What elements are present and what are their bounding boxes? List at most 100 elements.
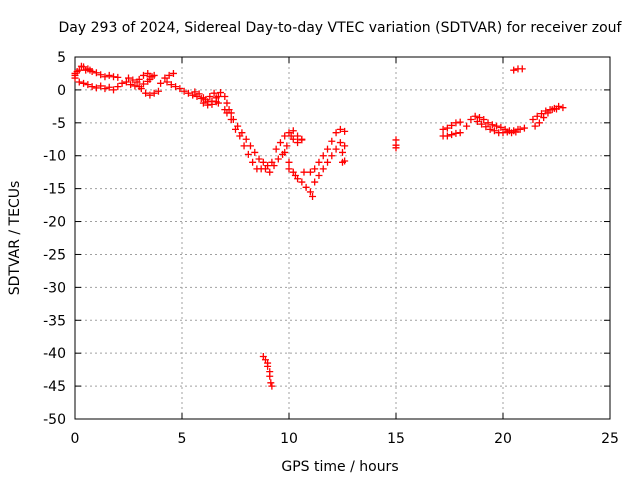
x-tick-label: 20 (494, 431, 512, 447)
data-point (448, 121, 456, 129)
data-point (163, 78, 171, 86)
data-point (289, 127, 297, 135)
data-point (139, 71, 147, 79)
data-point (341, 142, 349, 150)
data-point (246, 142, 254, 150)
data-point (319, 165, 327, 173)
data-point (531, 122, 539, 130)
data-point (339, 148, 346, 156)
data-point (169, 69, 177, 77)
data-point (217, 89, 225, 97)
data-point (276, 139, 284, 147)
data-point (266, 368, 274, 376)
data-point (341, 157, 349, 165)
data-point (486, 125, 494, 133)
data-point (92, 69, 100, 77)
data-point (467, 116, 475, 124)
data-point (452, 129, 460, 137)
data-point (439, 125, 447, 133)
x-tick-label: 10 (280, 431, 298, 447)
data-point (105, 71, 113, 79)
data-point (553, 105, 560, 113)
data-point (503, 128, 511, 136)
data-point (283, 142, 291, 150)
data-point (289, 135, 297, 143)
data-point (538, 110, 546, 118)
data-point (315, 158, 323, 166)
data-point (482, 123, 490, 131)
data-point (493, 122, 501, 130)
data-point (319, 152, 327, 160)
plot-frame (74, 56, 611, 420)
data-point (101, 73, 109, 81)
data-point (97, 82, 105, 90)
data-point (242, 135, 250, 143)
data-point (161, 74, 169, 82)
x-tick-labels: 0 5 10 15 20 25 (71, 431, 619, 447)
data-point (294, 139, 302, 147)
data-point (244, 150, 252, 158)
data-point (544, 109, 552, 117)
data-points (71, 62, 567, 390)
data-point (336, 125, 344, 133)
data-point (80, 79, 88, 87)
x-tick-label: 15 (387, 431, 405, 447)
data-point (484, 119, 492, 127)
data-point (480, 116, 488, 124)
data-point (529, 116, 537, 124)
data-point (285, 158, 293, 166)
data-point (281, 132, 289, 140)
y-tick-label: -30 (43, 280, 66, 296)
data-point (150, 71, 158, 79)
data-point (114, 83, 122, 91)
data-point (328, 152, 336, 160)
data-point (210, 89, 218, 97)
data-point (448, 131, 456, 139)
chart-title: Day 293 of 2024, Sidereal Day-to-day VTE… (59, 20, 623, 36)
data-point (463, 122, 471, 130)
data-point (478, 120, 486, 128)
data-point (146, 73, 154, 81)
data-point (142, 89, 150, 97)
data-point (336, 139, 344, 147)
data-point (274, 155, 282, 163)
data-point (110, 86, 118, 94)
data-point (88, 67, 96, 75)
data-point (266, 168, 274, 176)
data-point (139, 80, 147, 88)
data-point (125, 74, 132, 82)
data-point (332, 145, 340, 153)
data-point (471, 112, 479, 120)
data-point (306, 188, 314, 196)
data-point (232, 125, 239, 133)
data-point (214, 99, 222, 107)
data-point (272, 145, 280, 153)
y-tick-label: -25 (43, 247, 66, 263)
data-point (267, 379, 275, 387)
data-point (264, 359, 272, 367)
data-point (240, 142, 248, 150)
data-point (249, 158, 257, 166)
data-point (191, 88, 199, 96)
data-point (473, 118, 481, 126)
data-point (291, 171, 299, 179)
data-point (84, 81, 92, 89)
data-point (324, 158, 332, 166)
data-point (285, 165, 293, 173)
data-point (508, 129, 516, 137)
data-point (306, 168, 314, 176)
data-point (452, 119, 460, 127)
data-point (157, 79, 165, 87)
data-point (165, 71, 173, 79)
data-point (341, 127, 349, 135)
data-point (71, 71, 79, 79)
data-point (137, 85, 145, 93)
y-tick-label: 5 (57, 50, 66, 66)
data-point (146, 91, 154, 99)
data-point (309, 193, 317, 201)
data-point (129, 76, 137, 84)
data-point (199, 99, 207, 107)
data-point (75, 66, 83, 74)
data-point (281, 148, 289, 156)
data-point (110, 73, 118, 81)
